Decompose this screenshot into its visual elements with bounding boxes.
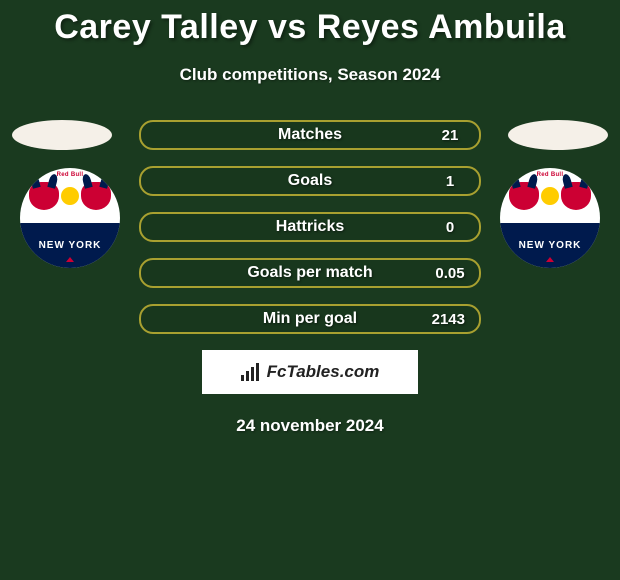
sun-icon [541,187,559,205]
badge-left-bottom-text: NEW YORK [20,223,120,268]
stat-row: Goals 1 [139,166,481,196]
bar-icon [251,367,254,381]
comparison-container: Red Bull NEW YORK Red Bull NEW YORK Matc… [0,120,620,436]
player-right-club-badge: Red Bull NEW YORK [500,168,600,268]
date-text: 24 november 2024 [0,416,620,436]
stat-value-right: 21 [435,127,465,144]
stat-label: Min per goal [263,310,357,328]
bull-icon [29,182,59,210]
branding-panel: FcTables.com [202,350,418,394]
stat-label: Matches [278,126,342,144]
branding-text: FcTables.com [267,362,380,382]
stat-row: Goals per match 0.05 [139,258,481,288]
bar-icon [246,371,249,381]
bar-icon [241,375,244,381]
bull-icon [81,182,111,210]
player-left-headshot [12,120,112,150]
stat-value-right: 1 [435,173,465,190]
stat-value-right: 0.05 [435,265,465,282]
bar-icon [256,363,259,381]
stat-row: Min per goal 2143 [139,304,481,334]
stat-label: Goals [288,172,332,190]
bull-icon [509,182,539,210]
player-right-headshot [508,120,608,150]
sun-icon [61,187,79,205]
stat-label: Hattricks [276,218,344,236]
page-title: Carey Talley vs Reyes Ambuila [0,0,620,47]
subtitle: Club competitions, Season 2024 [0,65,620,85]
player-left-club-badge: Red Bull NEW YORK [20,168,120,268]
chart-icon [241,363,261,381]
stats-list: Matches 21 Goals 1 Hattricks 0 Goals per… [139,120,481,334]
stat-row: Hattricks 0 [139,212,481,242]
stat-value-right: 0 [435,219,465,236]
badge-right-bottom-text: NEW YORK [500,223,600,268]
bull-icon [561,182,591,210]
stat-row: Matches 21 [139,120,481,150]
stat-label: Goals per match [247,264,372,282]
stat-value-right: 2143 [432,311,465,328]
